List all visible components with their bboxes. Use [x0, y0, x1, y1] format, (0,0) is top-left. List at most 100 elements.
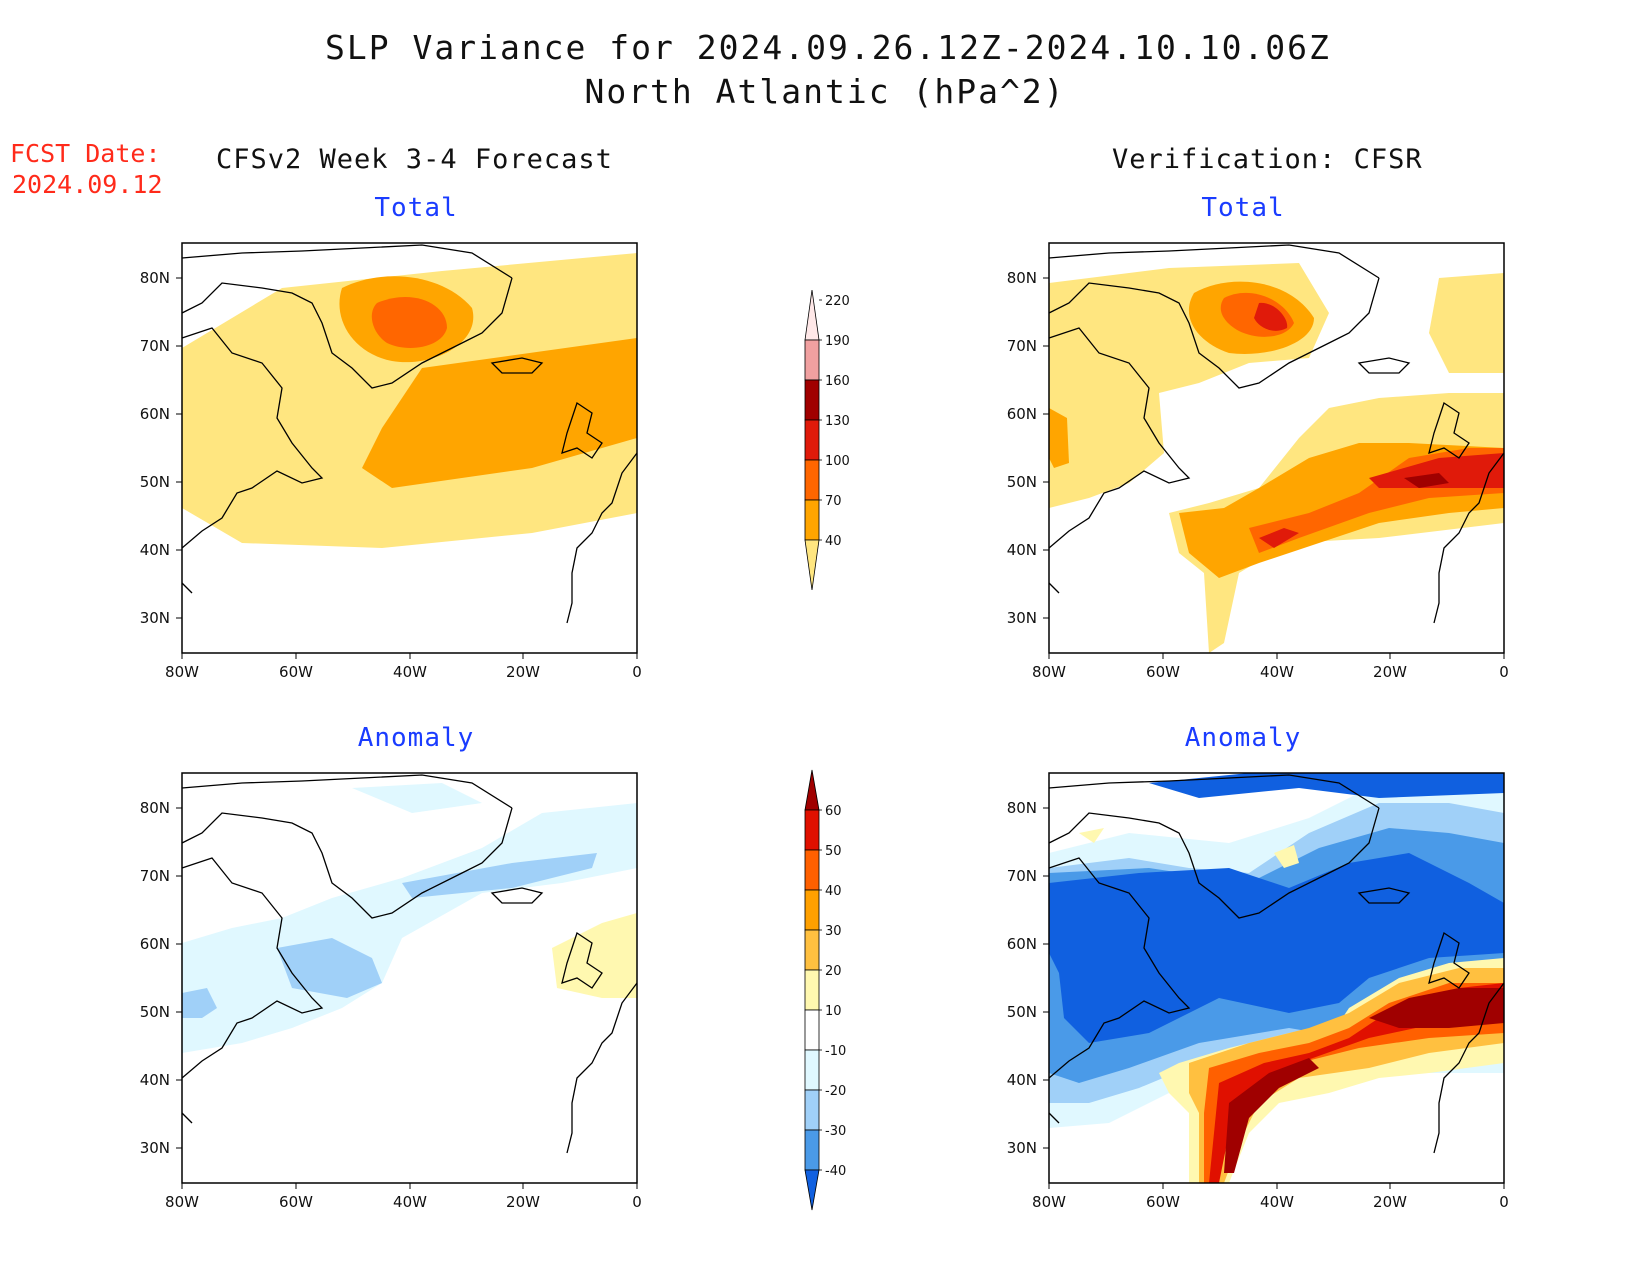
lon-label: 0 [632, 1193, 642, 1211]
lat-label: 60N [1007, 935, 1037, 953]
cfsr-total-contour-160 [1404, 473, 1449, 488]
lon-label: 40W [1260, 663, 1294, 681]
lon-label: 80W [1032, 1193, 1066, 1211]
lat-axis: 80N 70N 60N 50N 40N 30N [140, 799, 182, 1157]
lat-label: 70N [140, 337, 170, 355]
cfsr-total-contour-130b [1369, 453, 1504, 488]
cfsr-anom-contour-neg40b [1149, 773, 1504, 798]
colorbar-swatch [804, 1009, 820, 1051]
colorbar-label: 100 [825, 454, 850, 469]
colorbar-label: 30 [825, 924, 842, 939]
lat-label: 40N [140, 541, 170, 559]
cfsr-anom-contour-40 [1204, 983, 1504, 1183]
lat-label: 60N [140, 405, 170, 423]
coastlines [1048, 244, 1505, 624]
colorbar-label: 60 [825, 804, 842, 819]
colorbar-label: -10 [825, 1044, 846, 1059]
fcst-anom-contour-neg10b [352, 783, 482, 813]
fcst-anom-contour-neg20a [277, 938, 382, 998]
lon-axis: 80W 60W 40W 20W 0 [1032, 653, 1509, 681]
lon-axis: 80W 60W 40W 20W 0 [165, 653, 642, 681]
anomaly-colorbar: -40 -30 -20 -10 10 20 30 40 50 60 [804, 769, 846, 1211]
colorbar-swatch [804, 1169, 820, 1211]
lon-axis: 80W 60W 40W 20W 0 [1032, 1183, 1509, 1211]
lat-label: 40N [1007, 541, 1037, 559]
lat-label: 80N [140, 269, 170, 287]
lon-label: 40W [393, 663, 427, 681]
lat-label: 40N [140, 1071, 170, 1089]
fcst-anomaly-subtitle: Anomaly [357, 723, 475, 753]
fcst-anom-contour-10 [552, 913, 637, 998]
cfsr-total-contour-40b [1429, 273, 1504, 373]
cfsr-total-contour-130a [1254, 302, 1288, 331]
cfsr-anom-contour-neg40 [1049, 853, 1504, 1043]
colorbar-swatch [804, 289, 820, 341]
lat-label: 50N [1007, 1003, 1037, 1021]
colorbar-swatch [804, 539, 820, 591]
lon-axis: 80W 60W 40W 20W 0 [165, 1183, 642, 1211]
lon-label: 80W [1032, 663, 1066, 681]
lon-label: 60W [1146, 663, 1180, 681]
cfsr-total-contour-130c [1259, 528, 1299, 548]
lon-label: 0 [632, 663, 642, 681]
colorbar-label: -20 [825, 1084, 846, 1099]
lat-axis: 80N 70N 60N 50N 40N 30N [1007, 799, 1049, 1157]
lon-label: 40W [393, 1193, 427, 1211]
coastlines [181, 244, 638, 624]
lat-label: 60N [1007, 405, 1037, 423]
cfsr-anom-contour-pos10-small [1079, 828, 1104, 843]
colorbar-label: 70 [825, 494, 842, 509]
cfsr-anom-contour-60 [1224, 988, 1504, 1173]
verification-column-title: Verification: CFSR [1112, 144, 1423, 175]
lat-label: 80N [1007, 269, 1037, 287]
colorbar-label: 220 [825, 294, 850, 309]
colorbar-label: 40 [825, 534, 842, 549]
lat-label: 30N [140, 1139, 170, 1157]
colorbar-label: -30 [825, 1124, 846, 1139]
lon-label: 20W [506, 663, 540, 681]
lat-label: 70N [140, 867, 170, 885]
lon-label: 20W [506, 1193, 540, 1211]
cfsr-anomaly-map: 80N 70N 60N 50N 40N 30N 80W 60W 40W 20W … [1007, 772, 1509, 1211]
colorbar-label: 10 [825, 1004, 842, 1019]
fcst-date-label: FCST Date: [10, 139, 161, 168]
colorbar-swatch [804, 459, 820, 501]
colorbar-swatch [804, 339, 820, 381]
colorbar-swatch [804, 889, 820, 931]
colorbar-swatch [804, 929, 820, 971]
colorbar-label: -40 [825, 1164, 846, 1179]
lat-label: 50N [140, 1003, 170, 1021]
fcst-total-contour-100 [371, 297, 447, 348]
colorbar-swatch [804, 1089, 820, 1131]
cfsr-total-contour-70c [1049, 408, 1069, 468]
cfsr-anomaly-subtitle: Anomaly [1184, 723, 1302, 753]
lat-label: 30N [140, 609, 170, 627]
lat-label: 70N [1007, 337, 1037, 355]
forecast-column-title: CFSv2 Week 3-4 Forecast [216, 144, 613, 175]
colorbar-swatch [804, 499, 820, 541]
coastlines [181, 774, 638, 1154]
fcst-date-value: 2024.09.12 [12, 170, 163, 199]
lat-label: 60N [140, 935, 170, 953]
lon-label: 40W [1260, 1193, 1294, 1211]
lat-label: 40N [1007, 1071, 1037, 1089]
lon-label: 20W [1373, 1193, 1407, 1211]
colorbar-swatch [804, 769, 820, 811]
colorbar-label: 40 [825, 884, 842, 899]
lat-axis: 80N 70N 60N 50N 40N 30N [140, 269, 182, 627]
lon-label: 60W [1146, 1193, 1180, 1211]
lat-label: 50N [140, 473, 170, 491]
colorbar-swatch [804, 1129, 820, 1171]
lat-label: 80N [1007, 799, 1037, 817]
fcst-anom-contour-neg20c [182, 988, 217, 1018]
lat-label: 50N [1007, 473, 1037, 491]
page-subtitle: North Atlantic (hPa^2) [584, 72, 1066, 111]
colorbar-label: 50 [825, 844, 842, 859]
colorbar-label: 160 [825, 374, 850, 389]
lon-label: 60W [279, 663, 313, 681]
colorbar-swatch [804, 1049, 820, 1091]
cfsr-total-map: 80N 70N 60N 50N 40N 30N 80W 60W 40W 20W … [1007, 242, 1509, 681]
colorbar-swatch [804, 379, 820, 421]
lon-label: 80W [165, 1193, 199, 1211]
lat-label: 30N [1007, 1139, 1037, 1157]
